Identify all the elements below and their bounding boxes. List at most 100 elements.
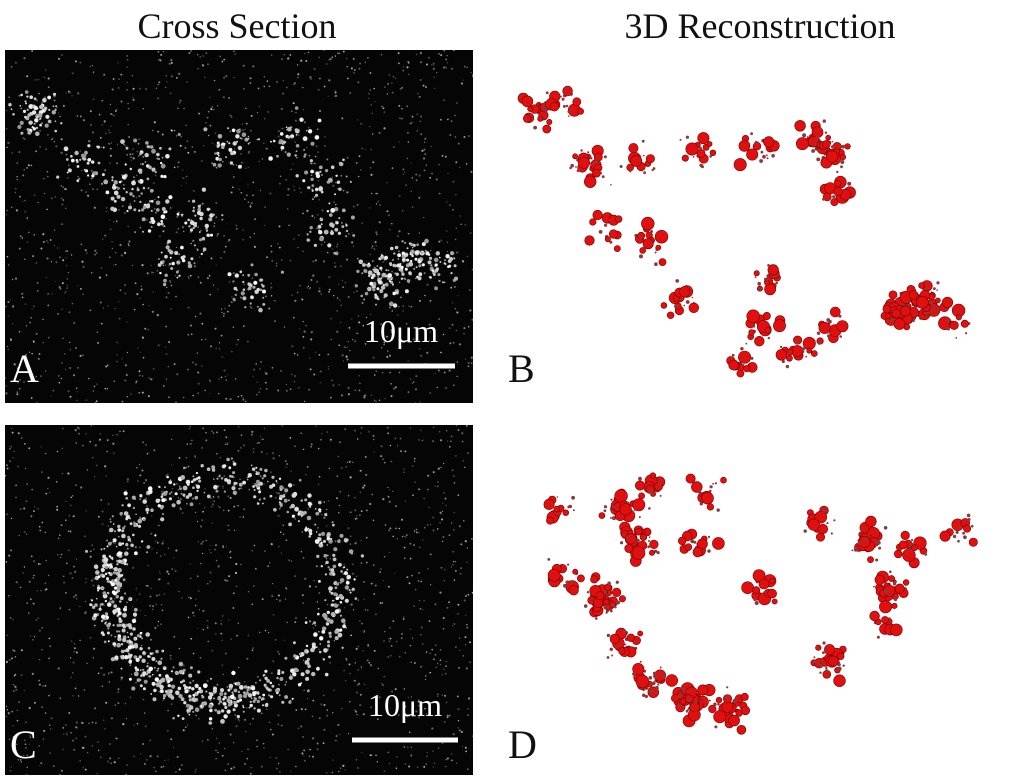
noise [427, 568, 429, 570]
noise [360, 666, 363, 668]
noise [96, 772, 98, 775]
noise [136, 293, 139, 296]
particle [608, 229, 619, 239]
signal [339, 601, 343, 604]
signal [108, 571, 111, 575]
signal [234, 293, 237, 296]
noise [440, 439, 443, 442]
reconstruction [517, 85, 971, 378]
noise [360, 540, 362, 542]
noise [380, 568, 382, 570]
noise [106, 439, 109, 441]
noise [29, 598, 32, 601]
noise [323, 516, 326, 519]
signal [184, 221, 188, 225]
signal [51, 110, 56, 115]
noise [57, 57, 61, 60]
noise [75, 558, 78, 560]
noise [374, 584, 377, 587]
noise [167, 473, 169, 476]
noise [202, 609, 205, 613]
noise [219, 55, 222, 58]
noise [56, 505, 59, 508]
noise [342, 286, 345, 289]
noise [18, 247, 21, 250]
noise [193, 265, 197, 268]
noise [467, 362, 470, 364]
noise [370, 103, 373, 106]
noise [243, 508, 246, 511]
noise [351, 241, 354, 244]
noise [349, 511, 352, 514]
particle [955, 337, 958, 339]
particle [659, 666, 662, 669]
noise [178, 457, 181, 459]
noise [91, 131, 94, 134]
signal [338, 187, 342, 191]
signal [403, 277, 405, 280]
signal [352, 234, 356, 237]
noise [223, 312, 225, 315]
signal [141, 163, 144, 166]
signal [298, 652, 302, 656]
noise [458, 637, 461, 639]
signal [242, 280, 245, 284]
noise [241, 161, 243, 164]
noise [95, 400, 98, 403]
signal [227, 688, 231, 692]
particle [644, 694, 648, 699]
noise [243, 198, 246, 201]
signal [334, 207, 339, 212]
noise [194, 456, 197, 459]
noise [235, 562, 238, 566]
noise [117, 691, 119, 693]
signal [164, 210, 168, 214]
signal [101, 173, 105, 177]
particle [965, 332, 968, 335]
signal [67, 168, 72, 173]
particle [931, 307, 934, 310]
noise [306, 209, 309, 212]
header: 3D Reconstruction [625, 6, 896, 46]
noise [415, 375, 418, 378]
noise [124, 145, 127, 147]
noise [189, 274, 192, 277]
noise [287, 194, 289, 196]
noise [140, 753, 142, 755]
signal [408, 271, 412, 275]
noise [16, 709, 18, 711]
noise [450, 753, 453, 755]
signal [420, 252, 423, 255]
noise [141, 391, 144, 394]
noise [310, 174, 313, 176]
noise [403, 616, 405, 618]
signal [232, 490, 238, 495]
noise [344, 428, 347, 431]
signal [323, 539, 326, 543]
noise [427, 474, 430, 477]
particle [839, 154, 847, 161]
noise [398, 195, 401, 198]
signal [113, 586, 118, 590]
signal [121, 623, 126, 628]
noise [455, 455, 457, 457]
noise [302, 335, 305, 338]
signal [122, 578, 126, 582]
noise [40, 446, 42, 448]
noise [446, 61, 449, 64]
signal [260, 278, 264, 282]
noise [210, 505, 213, 508]
particle [925, 311, 930, 315]
noise [403, 746, 406, 748]
noise [363, 298, 366, 301]
signal [47, 119, 52, 124]
noise [457, 708, 460, 711]
noise [346, 66, 348, 68]
noise [74, 647, 76, 650]
noise [215, 264, 217, 266]
particle [654, 549, 658, 553]
noise [61, 282, 64, 285]
noise [39, 765, 41, 767]
noise [294, 299, 297, 302]
noise [126, 351, 128, 354]
